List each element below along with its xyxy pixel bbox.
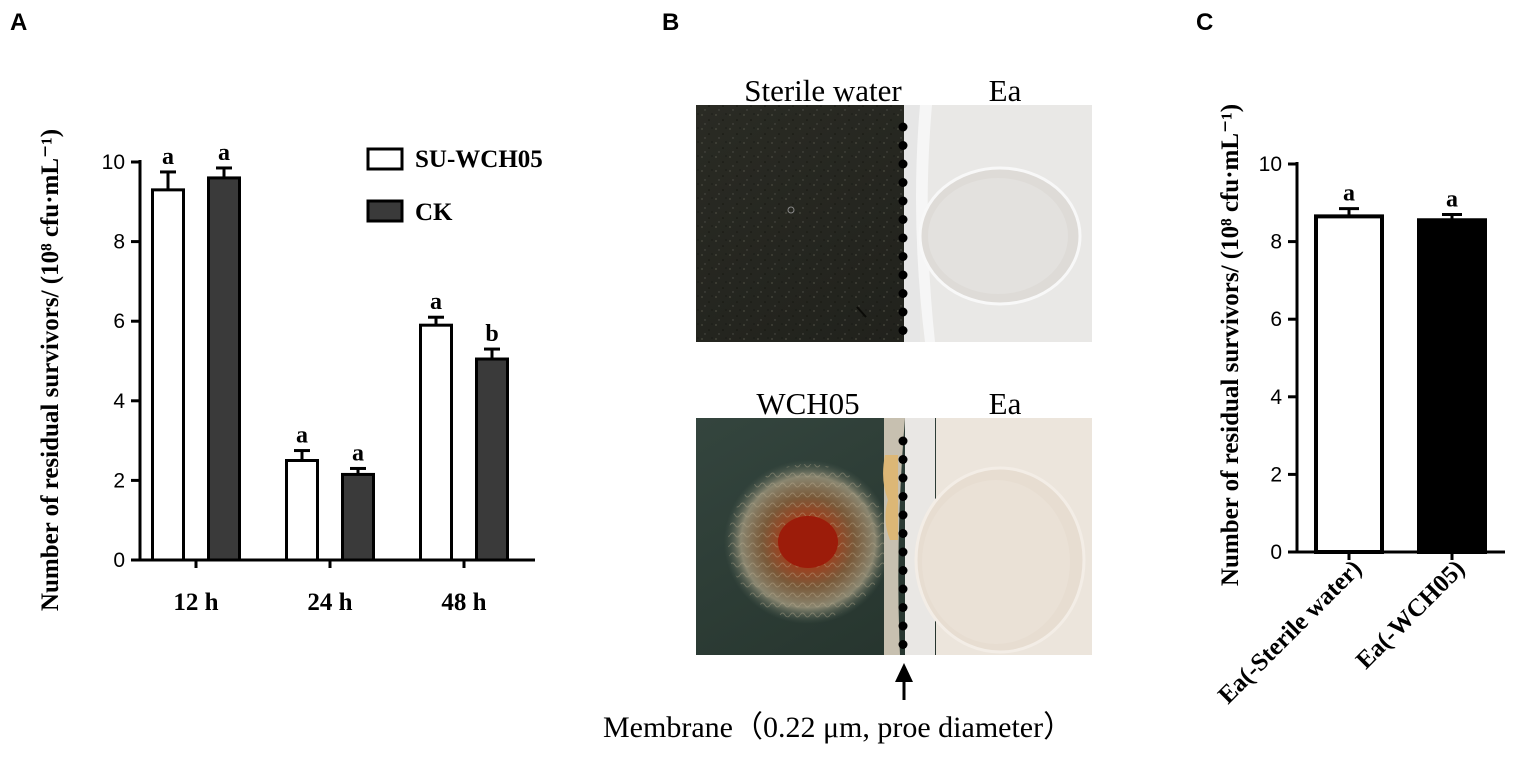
photo-panel: Sterile water Ea WCH05 Ea Membrane（0.22 … xyxy=(603,73,1092,744)
chart-a-legend: SU-WCH05 CK xyxy=(366,146,543,226)
membrane-dot xyxy=(898,492,908,501)
membrane-dot xyxy=(898,603,908,612)
membrane-dot xyxy=(898,621,908,631)
membrane-dot xyxy=(898,436,908,446)
chart-c-y-tick-label: 10 xyxy=(1259,153,1282,176)
chart-c-sig-label: a xyxy=(1343,181,1355,207)
chart-a-y-axis-label: Number of residual survivors/ (10⁸ cfu·m… xyxy=(37,129,64,611)
membrane-dot xyxy=(898,270,908,280)
photo-label-ea-bottom: Ea xyxy=(989,386,1022,421)
panel-letter-a: A xyxy=(10,9,27,36)
membrane-dot xyxy=(898,455,908,464)
membrane-dot xyxy=(898,122,908,132)
panel-letter-c: C xyxy=(1196,9,1213,36)
panel-letter-b: B xyxy=(662,9,679,36)
chart-a-bars: a a a a a b xyxy=(151,140,509,562)
chart-a-sig-label: a xyxy=(296,423,308,449)
chart-c-bar xyxy=(1417,218,1487,554)
chart-a-bar xyxy=(419,323,453,562)
membrane-dot xyxy=(898,473,908,483)
chart-a-axes: 0 2 4 6 8 10 12 h 24 h 48 h xyxy=(102,151,535,616)
membrane-dot xyxy=(898,141,908,150)
chart-c-bar xyxy=(1314,214,1384,554)
chart-a-sig-label: b xyxy=(485,321,498,347)
membrane-dot xyxy=(898,547,908,557)
chart-c: Number of residual survivors/ (10⁸ cfu·m… xyxy=(1213,104,1505,709)
chart-a: Number of residual survivors/ (10⁸ cfu·m… xyxy=(37,129,543,616)
chart-a-bar xyxy=(475,357,509,562)
membrane-caption: Membrane（0.22 μm, proe diameter） xyxy=(603,711,1073,744)
chart-a-x-tick-label: 48 h xyxy=(441,589,486,616)
chart-a-bar xyxy=(151,188,185,562)
membrane-dot xyxy=(898,529,908,538)
chart-a-y-tick-label: 0 xyxy=(113,549,125,572)
legend-label-ck: CK xyxy=(415,199,453,226)
chart-c-y-tick-label: 4 xyxy=(1270,386,1282,409)
membrane-dot xyxy=(898,289,908,298)
legend-swatch-su-wch05 xyxy=(366,147,404,171)
chart-a-y-tick-label: 8 xyxy=(113,231,125,254)
legend-swatch-ck xyxy=(366,199,404,223)
membrane-dot xyxy=(898,178,908,187)
photo-label-wch05: WCH05 xyxy=(756,386,859,421)
chart-a-bar xyxy=(285,459,319,562)
membrane-dot xyxy=(898,326,908,335)
membrane-dot xyxy=(898,196,908,206)
membrane-dot xyxy=(898,584,908,594)
membrane-dot xyxy=(898,566,908,575)
chart-c-y-tick-label: 0 xyxy=(1270,541,1282,564)
membrane-dot xyxy=(898,510,908,520)
legend-label-su-wch05: SU-WCH05 xyxy=(415,146,543,173)
chart-c-y-tick-label: 8 xyxy=(1270,231,1282,254)
chart-a-sig-label: a xyxy=(218,140,230,166)
membrane-dots-top xyxy=(898,122,908,335)
chart-c-x-tick-label: Ea(-WCH05) xyxy=(1351,555,1470,674)
chart-a-x-tick-label: 24 h xyxy=(307,589,352,616)
chart-c-y-axis-label: Number of residual survivors/ (10⁸ cfu·m… xyxy=(1217,104,1244,586)
photo-bottom xyxy=(696,418,1092,655)
chart-a-bar xyxy=(341,472,375,562)
chart-a-y-tick-label: 6 xyxy=(113,310,125,333)
membrane-dot xyxy=(898,640,908,649)
membrane-dots-bottom xyxy=(898,436,908,649)
photo-label-sterile-water: Sterile water xyxy=(744,73,902,108)
chart-a-sig-label: a xyxy=(430,289,442,315)
membrane-arrow xyxy=(895,663,913,700)
chart-c-y-tick-label: 6 xyxy=(1270,308,1282,331)
chart-a-y-tick-label: 4 xyxy=(113,390,125,413)
membrane-dot xyxy=(898,307,908,317)
membrane-dot xyxy=(898,233,908,243)
chart-a-y-tick-label: 2 xyxy=(113,469,125,492)
chart-c-y-tick-label: 2 xyxy=(1270,463,1282,486)
photo-label-ea-top: Ea xyxy=(989,73,1022,108)
chart-c-sig-label: a xyxy=(1446,186,1458,212)
chart-a-x-tick-label: 12 h xyxy=(173,589,218,616)
chart-a-y-tick-label: 10 xyxy=(102,151,125,174)
chart-a-sig-label: a xyxy=(352,440,364,466)
chart-a-bar xyxy=(207,176,241,562)
membrane-dot xyxy=(898,215,908,224)
chart-a-sig-label: a xyxy=(162,144,174,170)
membrane-dot xyxy=(898,159,908,169)
membrane-dot xyxy=(898,252,908,261)
photo-top xyxy=(696,105,1092,342)
